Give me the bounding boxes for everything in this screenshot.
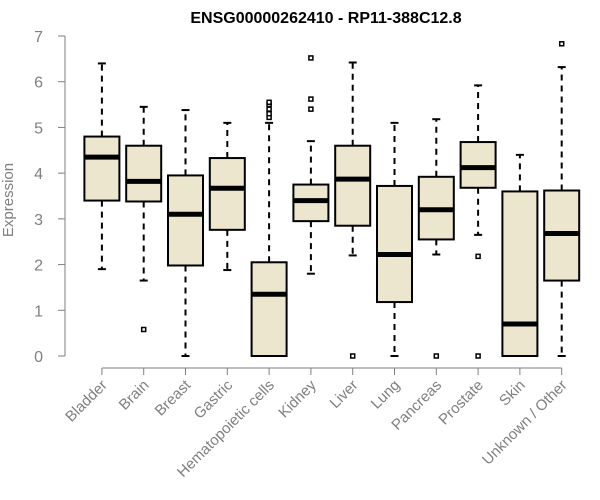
x-tick-label: Breast: [152, 376, 195, 419]
box-lung: [376, 121, 413, 357]
y-axis: 0 1 2 3 4 5 6 7: [34, 29, 66, 366]
outlier-point: [266, 99, 272, 106]
outlier-point: [475, 253, 481, 260]
y-tick-label: 7: [34, 29, 43, 46]
x-tick-label: Bladder: [62, 377, 111, 426]
outlier-point: [349, 353, 356, 359]
outlier-point: [308, 106, 314, 112]
box-pancreas: [417, 118, 455, 359]
y-tick-label: 5: [34, 120, 43, 137]
outlier-point: [308, 55, 314, 61]
box-hematopoietic-cells: [250, 99, 288, 357]
outlier-point: [475, 353, 481, 359]
outlier-point: [558, 41, 565, 47]
outlier-point: [266, 106, 272, 112]
box-iqr: [334, 144, 372, 227]
x-tick-label: Brain: [116, 377, 153, 414]
y-axis-label: Expression: [0, 163, 17, 237]
box-series: [83, 41, 581, 359]
outlier-point: [140, 326, 147, 333]
box-gastric: [208, 121, 246, 272]
y-tick-label: 0: [34, 349, 43, 366]
x-tick-label: Prostate: [435, 377, 487, 429]
x-tick-label: Lung: [368, 377, 404, 413]
outlier-point: [266, 110, 272, 117]
box-iqr: [208, 157, 246, 231]
y-tick-label: 1: [34, 303, 43, 320]
box-prostate: [459, 84, 497, 359]
box-brain: [125, 105, 163, 333]
box-breast: [167, 109, 204, 357]
box-liver: [334, 61, 372, 359]
box-unknown-other: [543, 41, 581, 357]
outlier-point: [308, 96, 314, 102]
y-tick-label: 4: [34, 166, 43, 183]
box-skin: [501, 153, 539, 357]
box-iqr: [459, 141, 497, 189]
box-iqr: [250, 261, 288, 357]
box-iqr: [167, 174, 204, 267]
box-iqr: [83, 135, 121, 202]
chart-title: ENSG00000262410 - RP11-388C12.8: [190, 10, 461, 27]
x-tick-label: Kidney: [275, 376, 320, 421]
y-tick-label: 2: [34, 258, 43, 275]
x-tick-label: Liver: [327, 377, 362, 412]
x-tick-label: Skin: [496, 377, 529, 410]
y-tick-label: 3: [34, 212, 43, 229]
y-tick-label: 6: [34, 75, 43, 92]
box-kidney: [292, 55, 330, 275]
outlier-point: [433, 353, 440, 359]
box-iqr: [125, 144, 163, 203]
box-iqr: [501, 190, 539, 357]
box-iqr: [376, 184, 413, 304]
box-bladder: [83, 62, 121, 271]
